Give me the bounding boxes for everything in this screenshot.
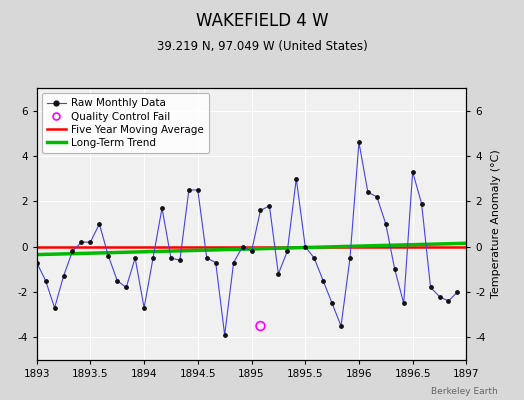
Point — [355, 139, 363, 146]
Point — [444, 298, 453, 304]
Point — [364, 189, 372, 196]
Point — [167, 255, 175, 261]
Point — [381, 221, 390, 227]
Point — [373, 194, 381, 200]
Point — [212, 259, 220, 266]
Point — [408, 169, 417, 175]
Point — [453, 289, 462, 295]
Point — [221, 332, 229, 338]
Text: 39.219 N, 97.049 W (United States): 39.219 N, 97.049 W (United States) — [157, 40, 367, 53]
Point — [193, 187, 202, 193]
Point — [59, 273, 68, 279]
Point — [256, 323, 265, 329]
Point — [256, 207, 265, 214]
Point — [418, 200, 426, 207]
Point — [113, 278, 122, 284]
Point — [283, 248, 291, 254]
Point — [319, 278, 328, 284]
Point — [265, 203, 274, 209]
Text: Berkeley Earth: Berkeley Earth — [431, 387, 498, 396]
Legend: Raw Monthly Data, Quality Control Fail, Five Year Moving Average, Long-Term Tren: Raw Monthly Data, Quality Control Fail, … — [42, 93, 209, 153]
Point — [50, 305, 59, 311]
Text: WAKEFIELD 4 W: WAKEFIELD 4 W — [195, 12, 329, 30]
Point — [310, 255, 319, 261]
Point — [32, 259, 41, 266]
Point — [292, 176, 300, 182]
Y-axis label: Temperature Anomaly (°C): Temperature Anomaly (°C) — [492, 150, 501, 298]
Point — [230, 259, 238, 266]
Point — [346, 255, 354, 261]
Point — [176, 257, 184, 264]
Point — [140, 305, 148, 311]
Point — [203, 255, 211, 261]
Point — [68, 248, 77, 254]
Point — [337, 323, 345, 329]
Point — [131, 255, 139, 261]
Point — [184, 187, 193, 193]
Point — [104, 252, 113, 259]
Point — [435, 293, 444, 300]
Point — [95, 221, 104, 227]
Point — [238, 244, 247, 250]
Point — [86, 239, 95, 245]
Point — [399, 300, 408, 306]
Point — [122, 284, 130, 291]
Point — [390, 266, 399, 272]
Point — [149, 255, 157, 261]
Point — [328, 300, 336, 306]
Point — [41, 278, 50, 284]
Point — [77, 239, 85, 245]
Point — [301, 244, 310, 250]
Point — [274, 271, 282, 277]
Point — [158, 205, 166, 211]
Point — [247, 248, 256, 254]
Point — [427, 284, 435, 291]
